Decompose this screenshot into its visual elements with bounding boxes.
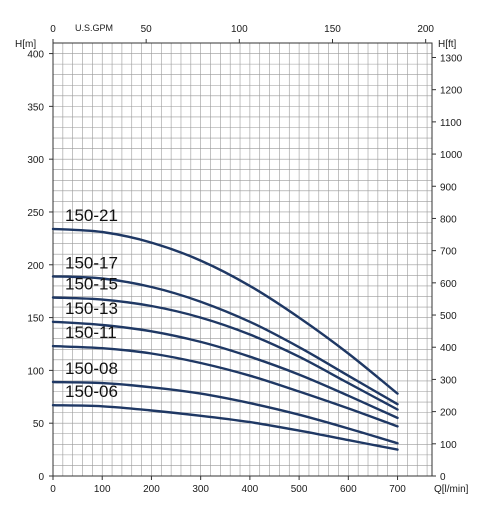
right-y-tick-label: 1000 [440, 150, 463, 161]
right-y-tick-label: 1100 [440, 118, 462, 129]
top-axis-label: U.S.GPM [75, 23, 113, 33]
y-tick-label: 200 [27, 261, 44, 272]
series-label-150-15: 150-15 [65, 275, 118, 294]
curve-150-11 [51, 344, 399, 428]
right-y-tick-label: 1200 [440, 86, 463, 97]
top-x-tick-label: 200 [417, 24, 434, 35]
right-y-tick-label: 200 [440, 408, 457, 419]
series-label-150-21: 150-21 [65, 206, 118, 225]
series-labels: 150-21 150-17 150-15 150-13 150-11 150-08 150-… [65, 206, 118, 401]
curve-150-17 [51, 275, 399, 406]
curve-150-21 [51, 227, 399, 395]
right-y-tick-label: 300 [440, 375, 457, 386]
x-tick-label: 700 [389, 484, 406, 495]
x-tick-label: 600 [340, 484, 357, 495]
right-y-tick-label: 800 [440, 214, 457, 225]
x-tick-label: 200 [143, 484, 160, 495]
x-tick-label: 500 [291, 484, 308, 495]
series-label-150-06: 150-06 [65, 382, 118, 401]
series-label-150-11: 150-11 [65, 323, 117, 342]
x-tick-label: 400 [242, 484, 259, 495]
right-y-tick-label: 1300 [440, 53, 463, 64]
curve-150-15 [51, 296, 399, 411]
right-y-tick-label: 700 [440, 247, 457, 258]
x-tick-label: 300 [192, 484, 209, 495]
series-label-150-13: 150-13 [65, 299, 118, 318]
y-tick-label: 150 [27, 314, 44, 325]
y-tick-label: 100 [27, 366, 44, 377]
right-y-tick-label: 600 [440, 279, 457, 290]
pump-curves [51, 227, 399, 451]
right-y-tick-label: 0 [440, 472, 446, 483]
curve-150-06 [51, 404, 399, 451]
axis-ticks: 0 100 200 300 400 500 600 700050100150200250300… [27, 24, 462, 495]
y-tick-label: 50 [33, 419, 45, 430]
right-y-tick-label: 900 [440, 182, 457, 193]
y-tick-label: 300 [27, 155, 44, 166]
top-x-tick-label: 0 [50, 24, 56, 35]
right-y-tick-label: 400 [440, 343, 457, 354]
top-x-tick-label: 150 [324, 24, 341, 35]
right-y-tick-label: 500 [440, 311, 457, 322]
right-y-tick-label: 100 [440, 440, 457, 451]
plot-frame [52, 42, 433, 477]
x-tick-label: 100 [94, 484, 111, 495]
series-label-150-17: 150-17 [65, 253, 118, 272]
right-axis-label: H[ft] [438, 39, 457, 50]
x-tick-label: 0 [50, 484, 56, 495]
y-tick-label: 250 [27, 208, 44, 219]
y-tick-label: 400 [27, 50, 44, 61]
left-axis-label: H[m] [15, 39, 36, 50]
y-tick-label: 350 [27, 102, 44, 113]
curve-150-08 [51, 380, 399, 445]
bottom-axis-label: Q[l/min] [434, 484, 469, 495]
top-x-tick-label: 100 [231, 24, 248, 35]
top-x-tick-label: 50 [141, 24, 153, 35]
y-tick-label: 0 [38, 472, 44, 483]
curve-150-13 [51, 320, 399, 420]
series-label-150-08: 150-08 [65, 359, 118, 378]
